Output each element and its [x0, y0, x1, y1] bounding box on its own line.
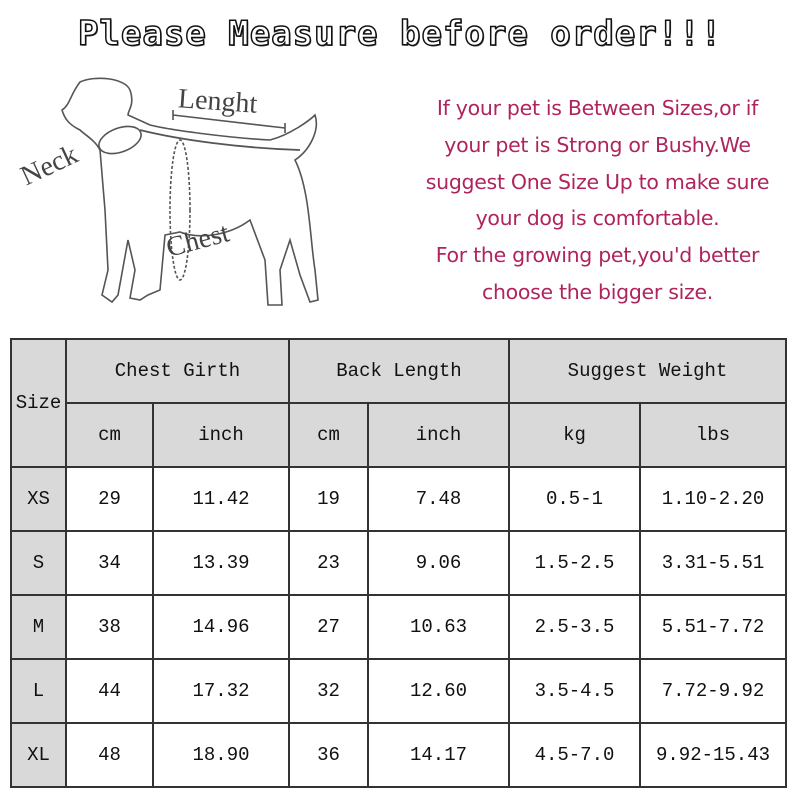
table-cell: 7.48 [367, 466, 510, 532]
length-label: Lenght [177, 83, 259, 120]
dog-outline-illustration [61, 77, 319, 306]
table-cell: 19 [288, 466, 369, 532]
unit-header: cm [288, 402, 369, 468]
size-cell: XL [10, 722, 67, 788]
table-cell: 17.32 [152, 658, 290, 724]
table-cell: 2.5-3.5 [508, 594, 641, 660]
note-line: If your pet is Between Sizes,or if [436, 96, 759, 120]
table-cell: 32 [288, 658, 369, 724]
table-row: XS 29 11.42 19 7.48 0.5-1 1.10-2.20 [10, 466, 787, 532]
table-cell: 44 [65, 658, 154, 724]
table-cell: 1.10-2.20 [639, 466, 787, 532]
table-cell: 4.5-7.0 [508, 722, 641, 788]
table-row: L 44 17.32 32 12.60 3.5-4.5 7.72-9.92 [10, 658, 787, 724]
note-line: your pet is Strong or Bushy.We [444, 132, 751, 157]
size-cell: M [10, 594, 67, 660]
table-cell: 12.60 [367, 658, 510, 724]
table-cell: 34 [65, 530, 154, 596]
note-line: For the growing pet,you'd better [435, 243, 760, 268]
unit-header: inch [367, 402, 510, 468]
size-cell: S [10, 530, 67, 596]
table-cell: 0.5-1 [508, 466, 641, 532]
table-cell: 14.17 [367, 722, 510, 788]
table-cell: 3.31-5.51 [639, 530, 787, 596]
table-cell: 36 [288, 722, 369, 788]
table-cell: 18.90 [152, 722, 290, 788]
table-cell: 3.5-4.5 [508, 658, 641, 724]
size-header: Size [10, 338, 67, 468]
unit-header: lbs [639, 402, 787, 468]
suggest-weight-header: Suggest Weight [508, 338, 787, 404]
chest-girth-header: Chest Girth [65, 338, 290, 404]
table-cell: 27 [288, 594, 369, 660]
unit-header: cm [65, 402, 154, 468]
note-line: choose the bigger size. [482, 279, 713, 304]
table-cell: 9.92-15.43 [639, 722, 787, 788]
table-cell: 7.72-9.92 [639, 658, 787, 724]
table-cell: 5.51-7.72 [639, 594, 787, 660]
table-cell: 1.5-2.5 [508, 530, 641, 596]
table-row: S 34 13.39 23 9.06 1.5-2.5 3.31-5.51 [10, 530, 787, 596]
note-line: your dog is comfortable. [475, 206, 720, 231]
table-cell: 13.39 [152, 530, 290, 596]
size-chart-table: Size Chest Girth Back Length Suggest Wei… [10, 338, 787, 788]
table-row: M 38 14.96 27 10.63 2.5-3.5 5.51-7.72 [10, 594, 787, 660]
size-cell: XS [10, 466, 67, 532]
table-cell: 38 [65, 594, 154, 660]
sizing-advice-note: If your pet is Between Sizes,or if your … [400, 90, 795, 311]
table-cell: 9.06 [367, 530, 510, 596]
table-cell: 29 [65, 466, 154, 532]
table-cell: 10.63 [367, 594, 510, 660]
note-line: suggest One Size Up to make sure [425, 169, 770, 194]
table-cell: 23 [288, 530, 369, 596]
unit-header: kg [508, 402, 641, 468]
back-length-header: Back Length [288, 338, 510, 404]
table-cell: 48 [65, 722, 154, 788]
unit-header: inch [152, 402, 290, 468]
table-cell: 11.42 [152, 466, 290, 532]
page-title: Please Measure before order!!! [77, 13, 723, 55]
table-row: XL 48 18.90 36 14.17 4.5-7.0 9.92-15.43 [10, 722, 787, 788]
size-cell: L [10, 658, 67, 724]
table-cell: 14.96 [152, 594, 290, 660]
